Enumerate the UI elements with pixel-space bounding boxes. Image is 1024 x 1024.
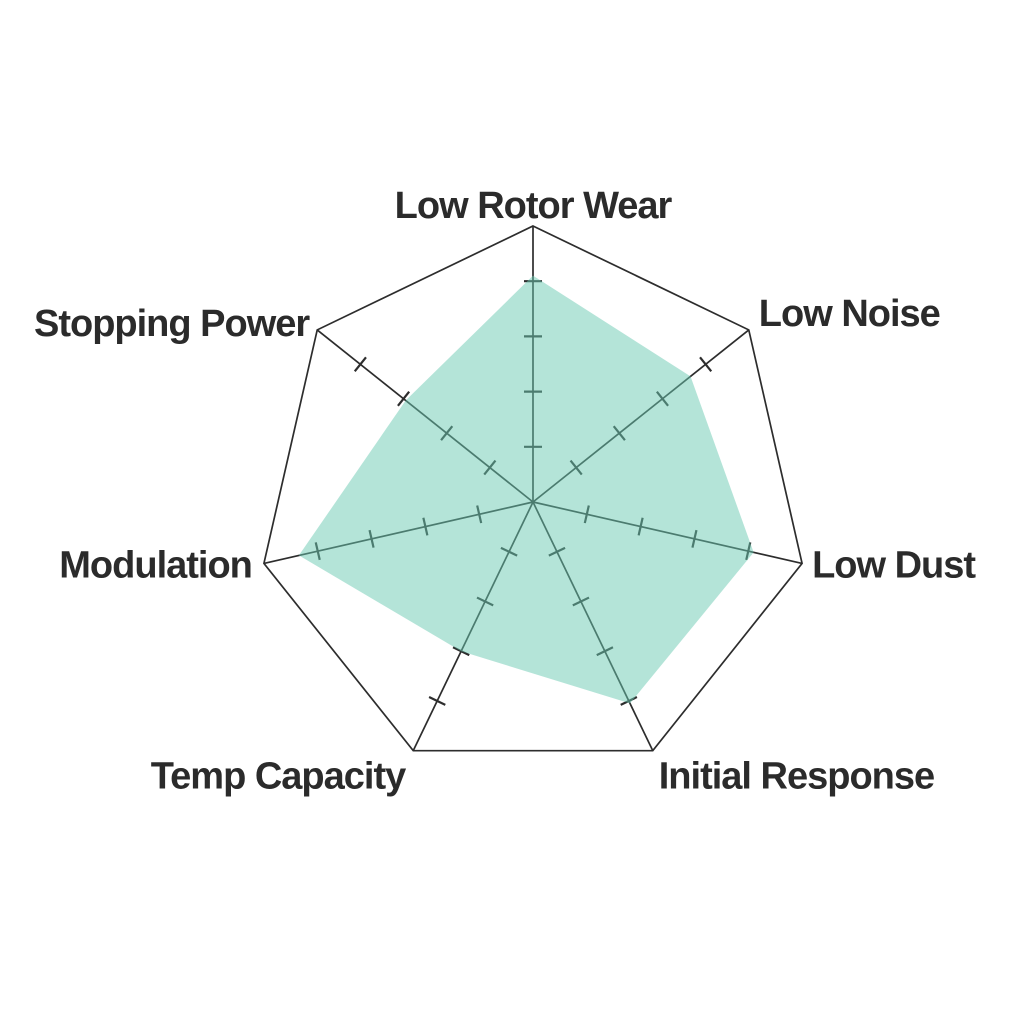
tick-mark [397, 391, 411, 407]
axis-label-initial-response: Initial Response [659, 756, 934, 798]
axis-label-stopping-power: Stopping Power [34, 303, 310, 345]
axis-label-low-dust: Low Dust [812, 544, 976, 586]
data-polygon [298, 275, 754, 704]
tick-mark [353, 356, 367, 373]
axis-label-modulation: Modulation [59, 544, 252, 586]
outer-ring [263, 225, 803, 752]
axis-label-low-noise: Low Noise [759, 293, 940, 335]
axis-label-temp-capacity: Temp Capacity [151, 756, 406, 798]
tick-mark [699, 356, 713, 373]
tick-mark [428, 696, 446, 706]
axis-label-low-rotor-wear: Low Rotor Wear [395, 185, 673, 227]
